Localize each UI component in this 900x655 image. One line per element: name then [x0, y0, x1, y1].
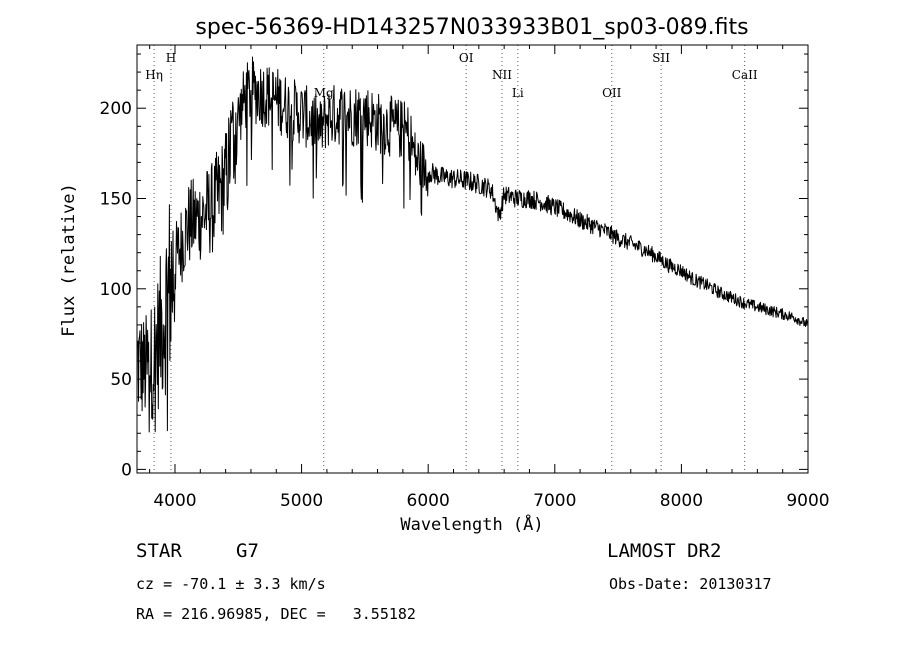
y-tick-label-2: 100: [100, 280, 132, 300]
observation-date: Obs-Date: 20130317: [609, 575, 772, 593]
marker-label-0: Hη: [145, 68, 163, 82]
x-tick-label-4: 8000: [660, 491, 703, 511]
x-tick-label-3: 7000: [533, 491, 576, 511]
y-tick-label-0: 0: [121, 460, 132, 480]
coordinates: RA = 216.96985, DEC = 3.55182: [136, 605, 416, 623]
y-tick-label-1: 50: [110, 370, 132, 390]
marker-label-1: H: [166, 51, 176, 65]
object-type: STAR: [136, 540, 182, 562]
y-tick-label-4: 200: [100, 99, 132, 119]
marker-label-5: Li: [512, 86, 524, 100]
y-axis-label: Flux (relative): [59, 183, 79, 337]
radial-velocity: cz = -70.1 ± 3.3 km/s: [136, 575, 326, 593]
spectrum-layer: [136, 56, 809, 433]
spectrum-line: [136, 56, 809, 433]
marker-label-3: OI: [459, 51, 474, 65]
survey-name: LAMOST DR2: [607, 540, 722, 562]
marker-label-6: OII: [602, 86, 622, 100]
chart-title: spec-56369-HD143257N033933B01_sp03-089.f…: [195, 15, 748, 40]
x-tick-label-1: 5000: [280, 491, 323, 511]
axis-ticks: 4000 5000 6000 7000 8000 9000 0 50 100 150 200: [100, 45, 830, 511]
marker-label-4: NII: [492, 68, 512, 82]
x-tick-label-0: 4000: [153, 491, 196, 511]
marker-label-8: CaII: [732, 68, 758, 82]
y-tick-label-3: 150: [100, 190, 132, 210]
x-tick-label-5: 9000: [786, 491, 829, 511]
x-tick-label-2: 6000: [407, 491, 450, 511]
plot-frame: [136, 44, 809, 474]
marker-label-7: SII: [652, 51, 670, 65]
x-axis-label: Wavelength (Å): [400, 513, 543, 535]
spectral-subclass: G7: [236, 540, 259, 562]
